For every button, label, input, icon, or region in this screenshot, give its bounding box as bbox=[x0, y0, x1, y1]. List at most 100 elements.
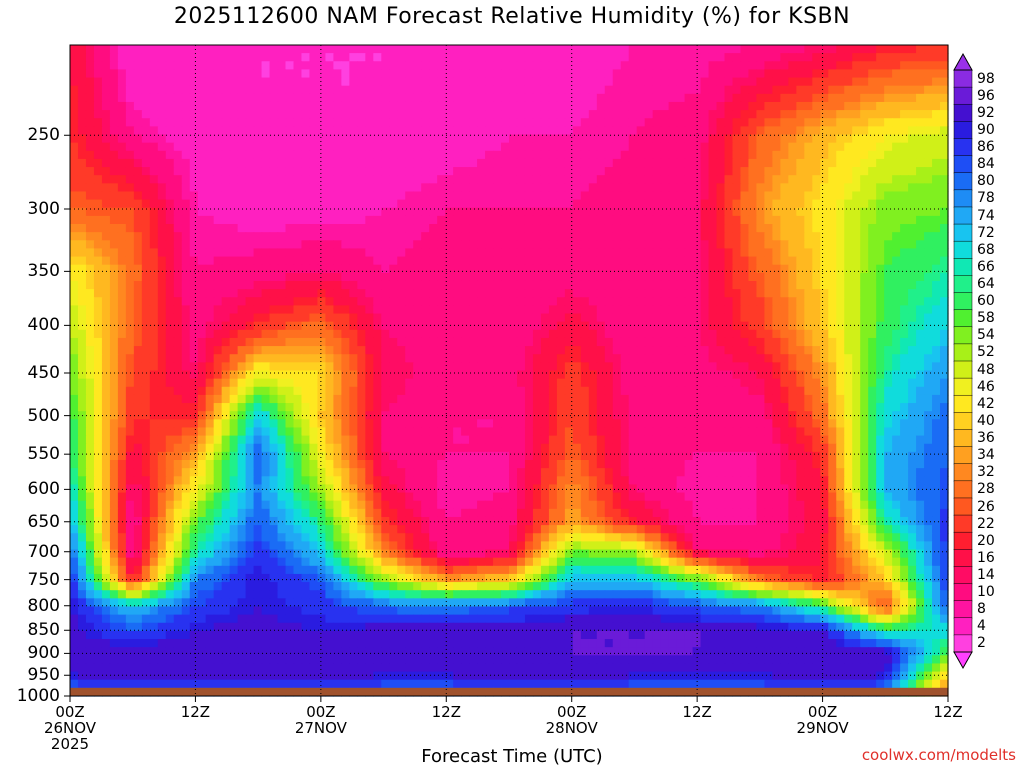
rh-cell bbox=[924, 240, 933, 250]
rh-cell bbox=[437, 199, 446, 209]
rh-cell bbox=[421, 329, 430, 339]
rh-cell bbox=[389, 329, 398, 339]
rh-cell bbox=[485, 93, 494, 103]
rh-cell bbox=[708, 158, 718, 168]
rh-cell bbox=[149, 354, 159, 363]
rh-cell bbox=[477, 126, 486, 136]
rh-cell bbox=[636, 110, 646, 119]
rh-cell bbox=[237, 126, 247, 136]
rh-cell bbox=[524, 69, 534, 79]
rh-cell bbox=[644, 297, 654, 306]
rh-cell bbox=[277, 207, 287, 217]
rh-cell bbox=[221, 175, 231, 184]
rh-cell bbox=[205, 329, 215, 339]
rh-cell bbox=[413, 61, 422, 71]
rh-cell bbox=[109, 256, 119, 266]
rh-cell bbox=[333, 272, 342, 282]
rh-cell bbox=[197, 199, 207, 209]
rh-cell bbox=[349, 191, 358, 201]
rh-cell bbox=[309, 346, 319, 355]
rh-cell bbox=[924, 126, 933, 136]
rh-cell bbox=[165, 354, 175, 363]
rh-cell bbox=[477, 85, 486, 95]
rh-cell bbox=[109, 289, 119, 298]
rh-cell bbox=[524, 158, 534, 168]
rh-cell bbox=[692, 224, 702, 233]
rh-cell bbox=[85, 150, 95, 160]
rh-cell bbox=[932, 101, 941, 111]
rh-cell bbox=[261, 411, 271, 420]
rh-cell bbox=[812, 370, 821, 380]
rh-cell bbox=[509, 378, 518, 388]
rh-cell bbox=[916, 118, 925, 127]
rh-cell bbox=[85, 69, 95, 79]
rh-cell bbox=[548, 53, 558, 62]
rh-cell bbox=[453, 175, 462, 184]
rh-cell bbox=[149, 386, 159, 396]
rh-cell bbox=[181, 232, 191, 241]
rh-cell bbox=[836, 224, 845, 233]
rh-cell bbox=[453, 280, 462, 290]
rh-cell bbox=[333, 248, 342, 258]
rh-cell bbox=[900, 69, 909, 79]
rh-cell bbox=[548, 150, 558, 160]
rh-cell bbox=[756, 53, 766, 62]
rh-cell bbox=[117, 93, 127, 103]
rh-cell bbox=[101, 45, 111, 54]
rh-cell bbox=[644, 77, 654, 87]
rh-cell bbox=[445, 362, 454, 372]
rh-cell bbox=[908, 175, 917, 184]
rh-cell bbox=[149, 403, 159, 412]
rh-cell bbox=[716, 378, 726, 388]
rh-cell bbox=[213, 232, 223, 241]
rh-cell bbox=[93, 264, 103, 274]
rh-cell bbox=[421, 224, 430, 233]
rh-cell bbox=[652, 321, 662, 331]
rh-cell bbox=[77, 142, 87, 152]
rh-cell bbox=[684, 207, 694, 217]
rh-cell bbox=[596, 207, 606, 217]
rh-cell bbox=[453, 403, 462, 412]
rh-cell bbox=[453, 248, 462, 258]
rh-cell bbox=[724, 232, 734, 241]
rh-cell bbox=[85, 289, 95, 298]
rh-cell bbox=[652, 264, 662, 274]
rh-cell bbox=[916, 321, 925, 331]
rh-cell bbox=[493, 264, 502, 274]
rh-cell bbox=[836, 77, 845, 87]
rh-cell bbox=[556, 329, 566, 339]
rh-cell bbox=[596, 77, 606, 87]
rh-cell bbox=[596, 110, 606, 119]
rh-cell bbox=[237, 77, 247, 87]
rh-cell bbox=[341, 61, 350, 71]
rh-cell bbox=[876, 346, 885, 355]
rh-cell bbox=[389, 305, 398, 315]
rh-cell bbox=[157, 93, 167, 103]
rh-cell bbox=[916, 256, 925, 266]
rh-cell bbox=[125, 346, 135, 355]
rh-cell bbox=[341, 69, 350, 79]
rh-cell bbox=[812, 321, 821, 331]
rh-cell bbox=[668, 224, 678, 233]
rh-cell bbox=[684, 272, 694, 282]
rh-cell bbox=[301, 93, 311, 103]
rh-cell bbox=[636, 280, 646, 290]
rh-cell bbox=[524, 313, 534, 323]
rh-cell bbox=[876, 362, 885, 372]
rh-cell bbox=[580, 69, 590, 79]
rh-cell bbox=[389, 411, 398, 420]
rh-cell bbox=[612, 175, 622, 184]
rh-cell bbox=[221, 110, 231, 119]
rh-cell bbox=[397, 329, 406, 339]
rh-cell bbox=[509, 321, 518, 331]
rh-cell bbox=[229, 134, 239, 144]
rh-cell bbox=[477, 386, 486, 396]
rh-cell bbox=[884, 215, 893, 225]
rh-cell bbox=[876, 305, 885, 315]
rh-cell bbox=[493, 167, 502, 176]
rh-cell bbox=[580, 167, 590, 176]
rh-cell bbox=[389, 215, 398, 225]
rh-cell bbox=[660, 354, 670, 363]
rh-cell bbox=[732, 313, 742, 323]
rh-cell bbox=[477, 256, 486, 266]
